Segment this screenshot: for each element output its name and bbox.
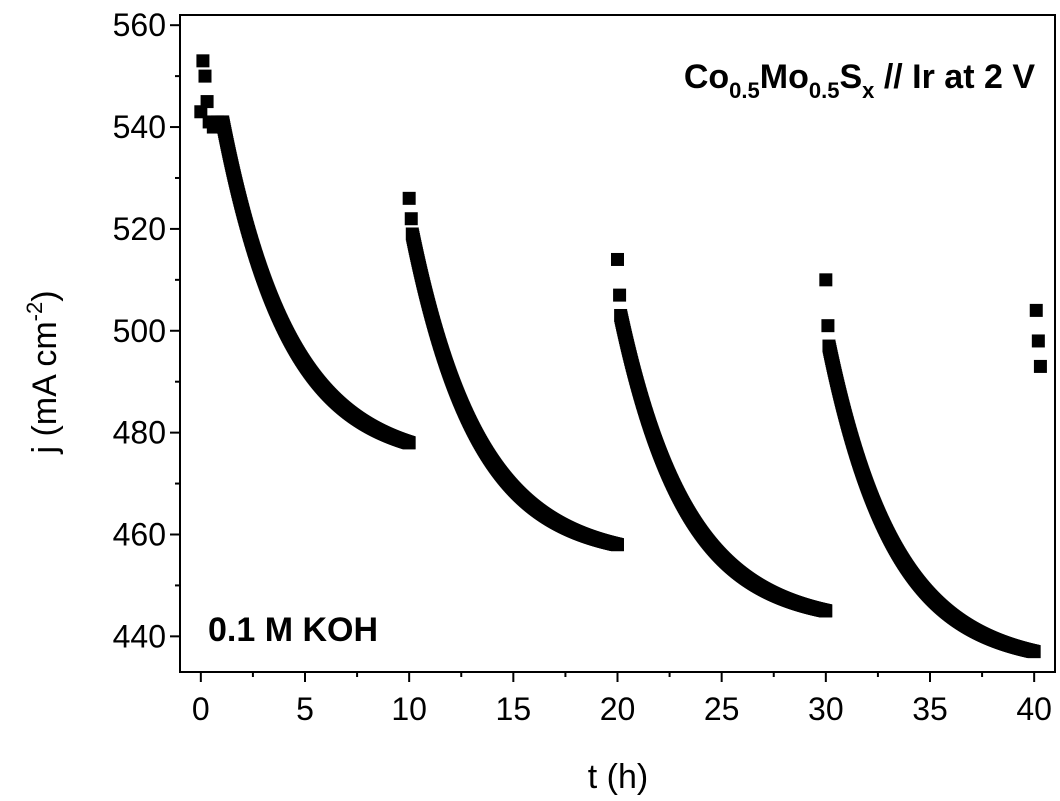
data-point [194,105,208,119]
data-point [200,95,214,109]
x-tick-label: 40 [1016,691,1052,727]
x-tick-label: 15 [496,691,532,727]
y-tick-label: 440 [113,618,166,654]
x-tick-label: 5 [296,691,314,727]
data-point [1033,359,1047,373]
y-tick-label: 460 [113,516,166,552]
annot-part: x [862,78,875,103]
data-point [821,319,835,333]
y-axis-title-close: ) [26,290,64,301]
annot-part: 0.5 [809,78,840,103]
plot-frame [179,14,1056,673]
x-tick-label: 10 [391,691,427,727]
annot-part: Co [684,58,729,96]
data-point [1027,645,1041,659]
data-point [613,288,627,302]
y-tick-label: 560 [113,7,166,43]
x-tick-label: 30 [808,691,844,727]
data-point [402,191,416,205]
x-tick-label: 0 [192,691,210,727]
y-tick-label: 540 [113,109,166,145]
y-axis-title-main: j (mA cm [26,321,64,454]
annot-part: // Ir at 2 V [874,58,1035,96]
x-tick-label: 35 [912,691,948,727]
data-point [819,604,833,618]
y-axis: 440 460 480 500 520 540 560 [113,7,180,654]
y-axis-title-sup: -2 [22,302,47,322]
x-tick-label: 20 [600,691,636,727]
plot-border [179,14,1056,673]
data-point [611,538,624,552]
y-tick-label: 480 [113,415,166,451]
data-point [819,273,833,287]
data-point [1029,303,1043,317]
x-tick-label: 25 [704,691,740,727]
annot-part: 0.5 [729,78,760,103]
y-axis-title: j (mA cm-2) [22,290,64,454]
data-points [194,54,1047,659]
data-point [402,436,416,450]
data-point [196,54,210,68]
annot-part: Mo [760,58,809,96]
data-point [611,252,624,266]
electrolyte-annotation: 0.1 M KOH [208,611,378,649]
catalyst-annotation: Co0.5Mo0.5Sx // Ir at 2 V [684,58,1035,103]
data-point [404,212,418,226]
annot-part: S [839,58,862,96]
y-tick-label: 500 [113,313,166,349]
data-point [198,69,212,83]
data-point [1031,334,1045,348]
y-tick-label: 520 [113,211,166,247]
x-axis-title: t (h) [588,758,648,796]
x-axis: 0 5 10 15 20 25 30 35 40 [192,672,1052,727]
